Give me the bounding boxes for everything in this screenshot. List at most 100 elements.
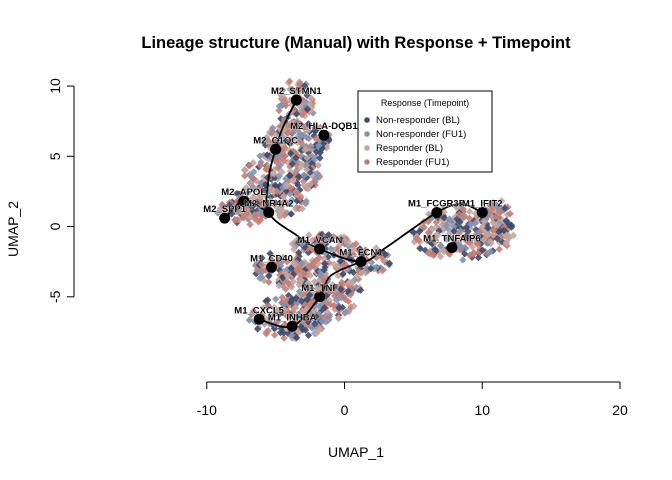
scatter-point	[493, 202, 501, 210]
scatter-point	[307, 94, 315, 102]
scatter-point	[304, 331, 313, 339]
scatter-point	[303, 154, 311, 162]
scatter-point	[278, 293, 286, 302]
scatter-point	[493, 234, 501, 243]
scatter-point	[372, 263, 380, 272]
scatter-point	[367, 264, 375, 273]
y-axis-label: UMAP_2	[5, 201, 21, 257]
scatter-point	[225, 201, 234, 209]
scatter-point	[292, 154, 300, 162]
scatter-point	[325, 312, 333, 321]
scatter-point	[242, 209, 250, 218]
scatter-point	[352, 240, 360, 248]
lineage-node	[314, 291, 326, 303]
lineage-node-label: M1_CD40	[250, 253, 293, 264]
scatter-point	[440, 214, 448, 222]
scatter-point	[487, 206, 496, 214]
scatter-point	[307, 142, 315, 150]
legend-marker	[364, 131, 370, 137]
scatter-point	[298, 111, 306, 119]
scatter-point	[493, 221, 502, 230]
scatter-point	[245, 316, 253, 324]
scatter-point	[297, 276, 305, 285]
scatter-point	[293, 267, 302, 275]
scatter-point	[337, 285, 345, 293]
scatter-point	[358, 250, 366, 258]
scatter-point	[272, 295, 280, 303]
scatter-point	[339, 270, 347, 278]
scatter-point	[501, 204, 509, 213]
scatter-point	[275, 172, 283, 180]
scatter-point	[283, 258, 291, 266]
scatter-point	[280, 198, 288, 207]
scatter-point	[379, 266, 387, 274]
scatter-point	[303, 165, 311, 174]
x-axis-tick-label: 20	[612, 402, 628, 418]
lineage-node-label: M1_INHBA	[268, 312, 317, 323]
scatter-point	[350, 302, 358, 310]
scatter-point	[280, 306, 288, 314]
lineage-node-label: M2_HLA-DQB1	[290, 121, 358, 132]
lineage-node-label: M2_C1QC	[253, 135, 298, 146]
scatter-point	[307, 285, 316, 293]
scatter-point	[420, 223, 428, 231]
scatter-point	[350, 245, 358, 253]
scatter-point	[424, 234, 433, 242]
scatter-point	[358, 269, 366, 277]
scatter-point	[264, 301, 272, 309]
lineage-node	[431, 206, 443, 218]
scatter-point	[338, 278, 346, 286]
scatter-point	[439, 246, 448, 255]
scatter-point	[483, 231, 492, 239]
lineage-node	[446, 242, 458, 254]
lineage-node-label: M1_VCAN	[297, 235, 343, 246]
scatter-point	[348, 278, 357, 287]
y-axis-tick-label: 5	[47, 152, 63, 160]
scatter-point	[333, 263, 342, 271]
lineage-node-label: M1_IFIT2	[462, 198, 503, 209]
scatter-point	[495, 208, 504, 216]
scatter-point	[303, 134, 311, 142]
scatter-point	[461, 212, 469, 220]
scatter-point	[299, 269, 307, 278]
scatter-point	[279, 192, 288, 201]
lineage-node	[263, 206, 275, 218]
lineage-node-label: M2_NR4A2	[244, 198, 294, 209]
legend-box	[357, 90, 493, 173]
lineage-node-label: M1_CXCL5	[234, 305, 284, 316]
scatter-point	[287, 264, 295, 273]
lineage-node-labels: M2_STMN1 M2_C1QC M2_HLA-DQB1 M2_APOEM2_NR4A…	[203, 86, 503, 324]
scatter-point	[416, 244, 424, 253]
scatter-point	[241, 172, 249, 180]
scatter-point	[442, 221, 450, 230]
scatter-point	[303, 295, 311, 304]
lineage-node-label: M1_TNFAIP6	[423, 234, 481, 245]
lineage-node-label: M2_SPP1	[203, 204, 246, 215]
scatter-point	[321, 260, 329, 268]
scatter-point	[266, 249, 274, 258]
lineage-node	[355, 256, 367, 268]
scatter-point	[291, 303, 300, 312]
scatter-point	[341, 295, 350, 304]
legend-entry-label: Non-responder (FU1)	[376, 129, 466, 140]
scatter-point	[315, 141, 323, 150]
lineage-node	[286, 320, 298, 332]
scatter-point	[320, 266, 328, 274]
lineage-node	[476, 206, 488, 218]
scatter-point	[320, 304, 329, 312]
scatter-point	[283, 272, 292, 280]
scatter-point	[313, 329, 321, 337]
scatter-point	[282, 182, 291, 191]
scatter-point	[262, 165, 270, 173]
scatter-point	[285, 280, 293, 288]
x-axis-tick-label: 10	[474, 402, 490, 418]
legend: Response (Timepoint) Non-responder (BL)N…	[357, 90, 493, 173]
scatter-point	[305, 263, 313, 271]
lineage-nodes	[219, 94, 488, 332]
y-axis: -5 0 5 10	[47, 78, 75, 303]
scatter-point	[259, 304, 268, 312]
scatter-point	[231, 201, 239, 209]
scatter-point	[318, 317, 326, 325]
